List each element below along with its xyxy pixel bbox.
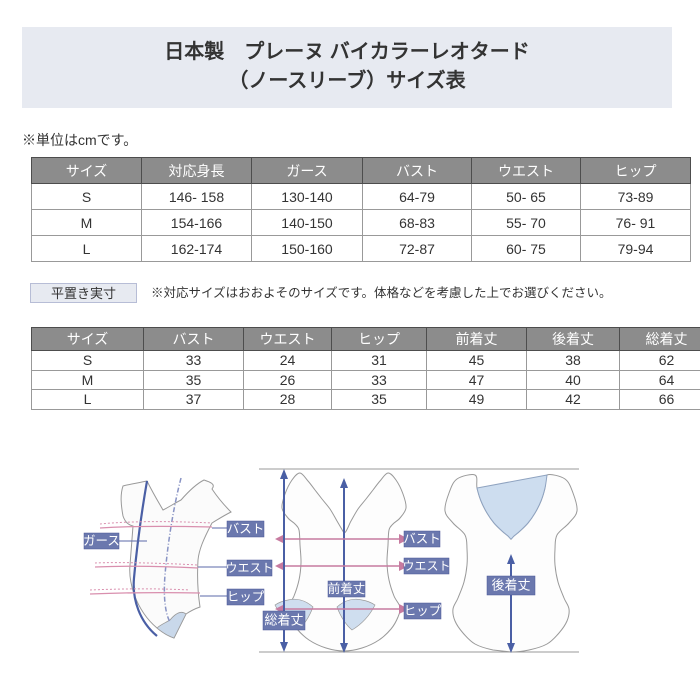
- svg-text:総着丈: 総着丈: [264, 613, 303, 628]
- svg-text:ヒップ: ヒップ: [227, 590, 265, 604]
- svg-text:ガース: ガース: [83, 534, 120, 548]
- svg-text:後着丈: 後着丈: [491, 578, 530, 593]
- svg-text:ヒップ: ヒップ: [404, 604, 442, 618]
- svg-text:バスト: バスト: [403, 532, 441, 546]
- svg-text:ウエスト: ウエスト: [402, 559, 450, 573]
- svg-text:ウエスト: ウエスト: [225, 561, 273, 575]
- svg-text:バスト: バスト: [227, 522, 265, 536]
- svg-text:前着丈: 前着丈: [328, 581, 366, 596]
